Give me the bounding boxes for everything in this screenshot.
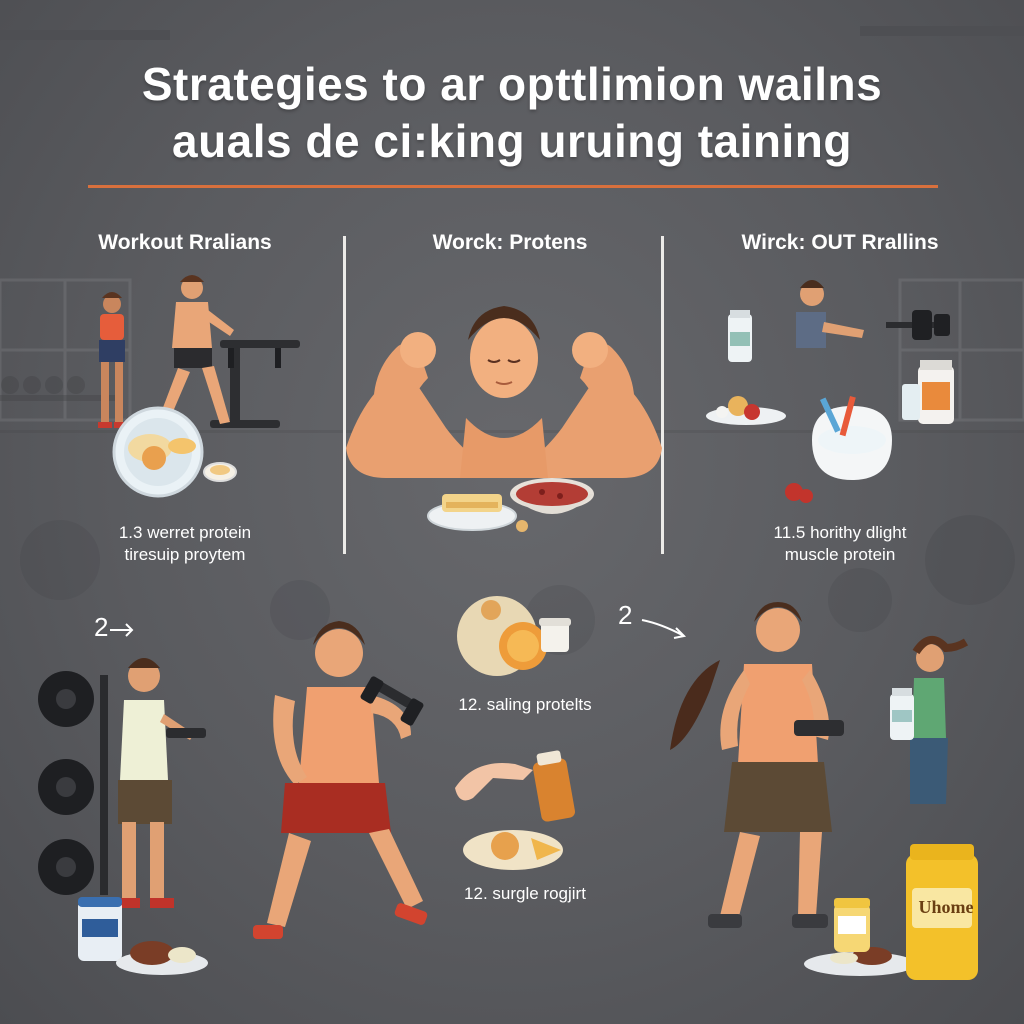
left-caption-line-1: 1.3 werret protein bbox=[118, 523, 252, 542]
plate-icon bbox=[116, 941, 208, 975]
column-heading-center: Worck: Protens bbox=[432, 231, 588, 254]
title-line-1: Strategies to ar opttlimion wailns bbox=[141, 58, 883, 110]
ceiling-beam bbox=[0, 30, 170, 40]
column-divider-right bbox=[661, 236, 664, 554]
arrow-icon bbox=[110, 623, 134, 637]
woman-with-bottle bbox=[890, 636, 969, 804]
weight-rack-illustration bbox=[38, 671, 108, 895]
center-lower-caption-a: 12. saling protelts bbox=[458, 695, 592, 714]
dumbbell-icon bbox=[886, 310, 950, 340]
right-caption-line-1: 11.5 horithy dlight bbox=[773, 523, 907, 542]
dumbbell-icon bbox=[38, 671, 94, 895]
plate-icon bbox=[112, 406, 237, 498]
pill-bottle-icon bbox=[834, 898, 870, 952]
arrow-icon bbox=[641, 619, 687, 639]
supplements-illustration bbox=[706, 280, 954, 503]
protein-tub-and-food bbox=[78, 897, 208, 975]
bowl-icon bbox=[510, 478, 594, 514]
protein-bottle-icon bbox=[890, 688, 914, 740]
protein-tub-icon bbox=[78, 897, 122, 961]
center-lower-caption-b: 12. surgle rogjirt bbox=[464, 884, 586, 903]
flexing-man-illustration bbox=[346, 306, 662, 532]
column-heading-left: Workout Rralians bbox=[98, 231, 272, 254]
step-number-right: 2 bbox=[618, 600, 633, 630]
protein-tub-icon bbox=[906, 844, 978, 980]
device-icon bbox=[794, 720, 844, 736]
left-caption-line-2: tiresuip proytem bbox=[124, 545, 246, 564]
runners-illustration bbox=[98, 275, 300, 498]
hand-with-supplement-illustration bbox=[455, 750, 576, 870]
column-divider-left bbox=[343, 236, 346, 554]
man-lifting-dumbbell bbox=[253, 621, 428, 939]
ceiling-beam bbox=[860, 26, 1024, 36]
column-heading-right: Wirck: OUT Rrallins bbox=[741, 231, 939, 254]
title-underline bbox=[88, 185, 938, 188]
protein-bottle-icon bbox=[728, 310, 752, 362]
pill-bottle-icon bbox=[902, 360, 954, 424]
fruit-bowl-illustration bbox=[457, 596, 571, 676]
man-with-device bbox=[670, 602, 844, 928]
supplement-jars bbox=[804, 844, 978, 980]
pill-bottle-icon bbox=[532, 750, 576, 822]
dumbbell-icon bbox=[360, 676, 424, 726]
man-training-left bbox=[118, 658, 206, 908]
title-line-2: auals de ci:king uruing taining bbox=[171, 115, 852, 167]
step-number-left: 2 bbox=[94, 612, 109, 642]
treadmill-icon bbox=[210, 340, 300, 428]
tub-label: Uhome bbox=[918, 897, 974, 917]
plate-icon bbox=[427, 494, 517, 531]
right-caption-line-2: muscle protein bbox=[784, 545, 896, 564]
